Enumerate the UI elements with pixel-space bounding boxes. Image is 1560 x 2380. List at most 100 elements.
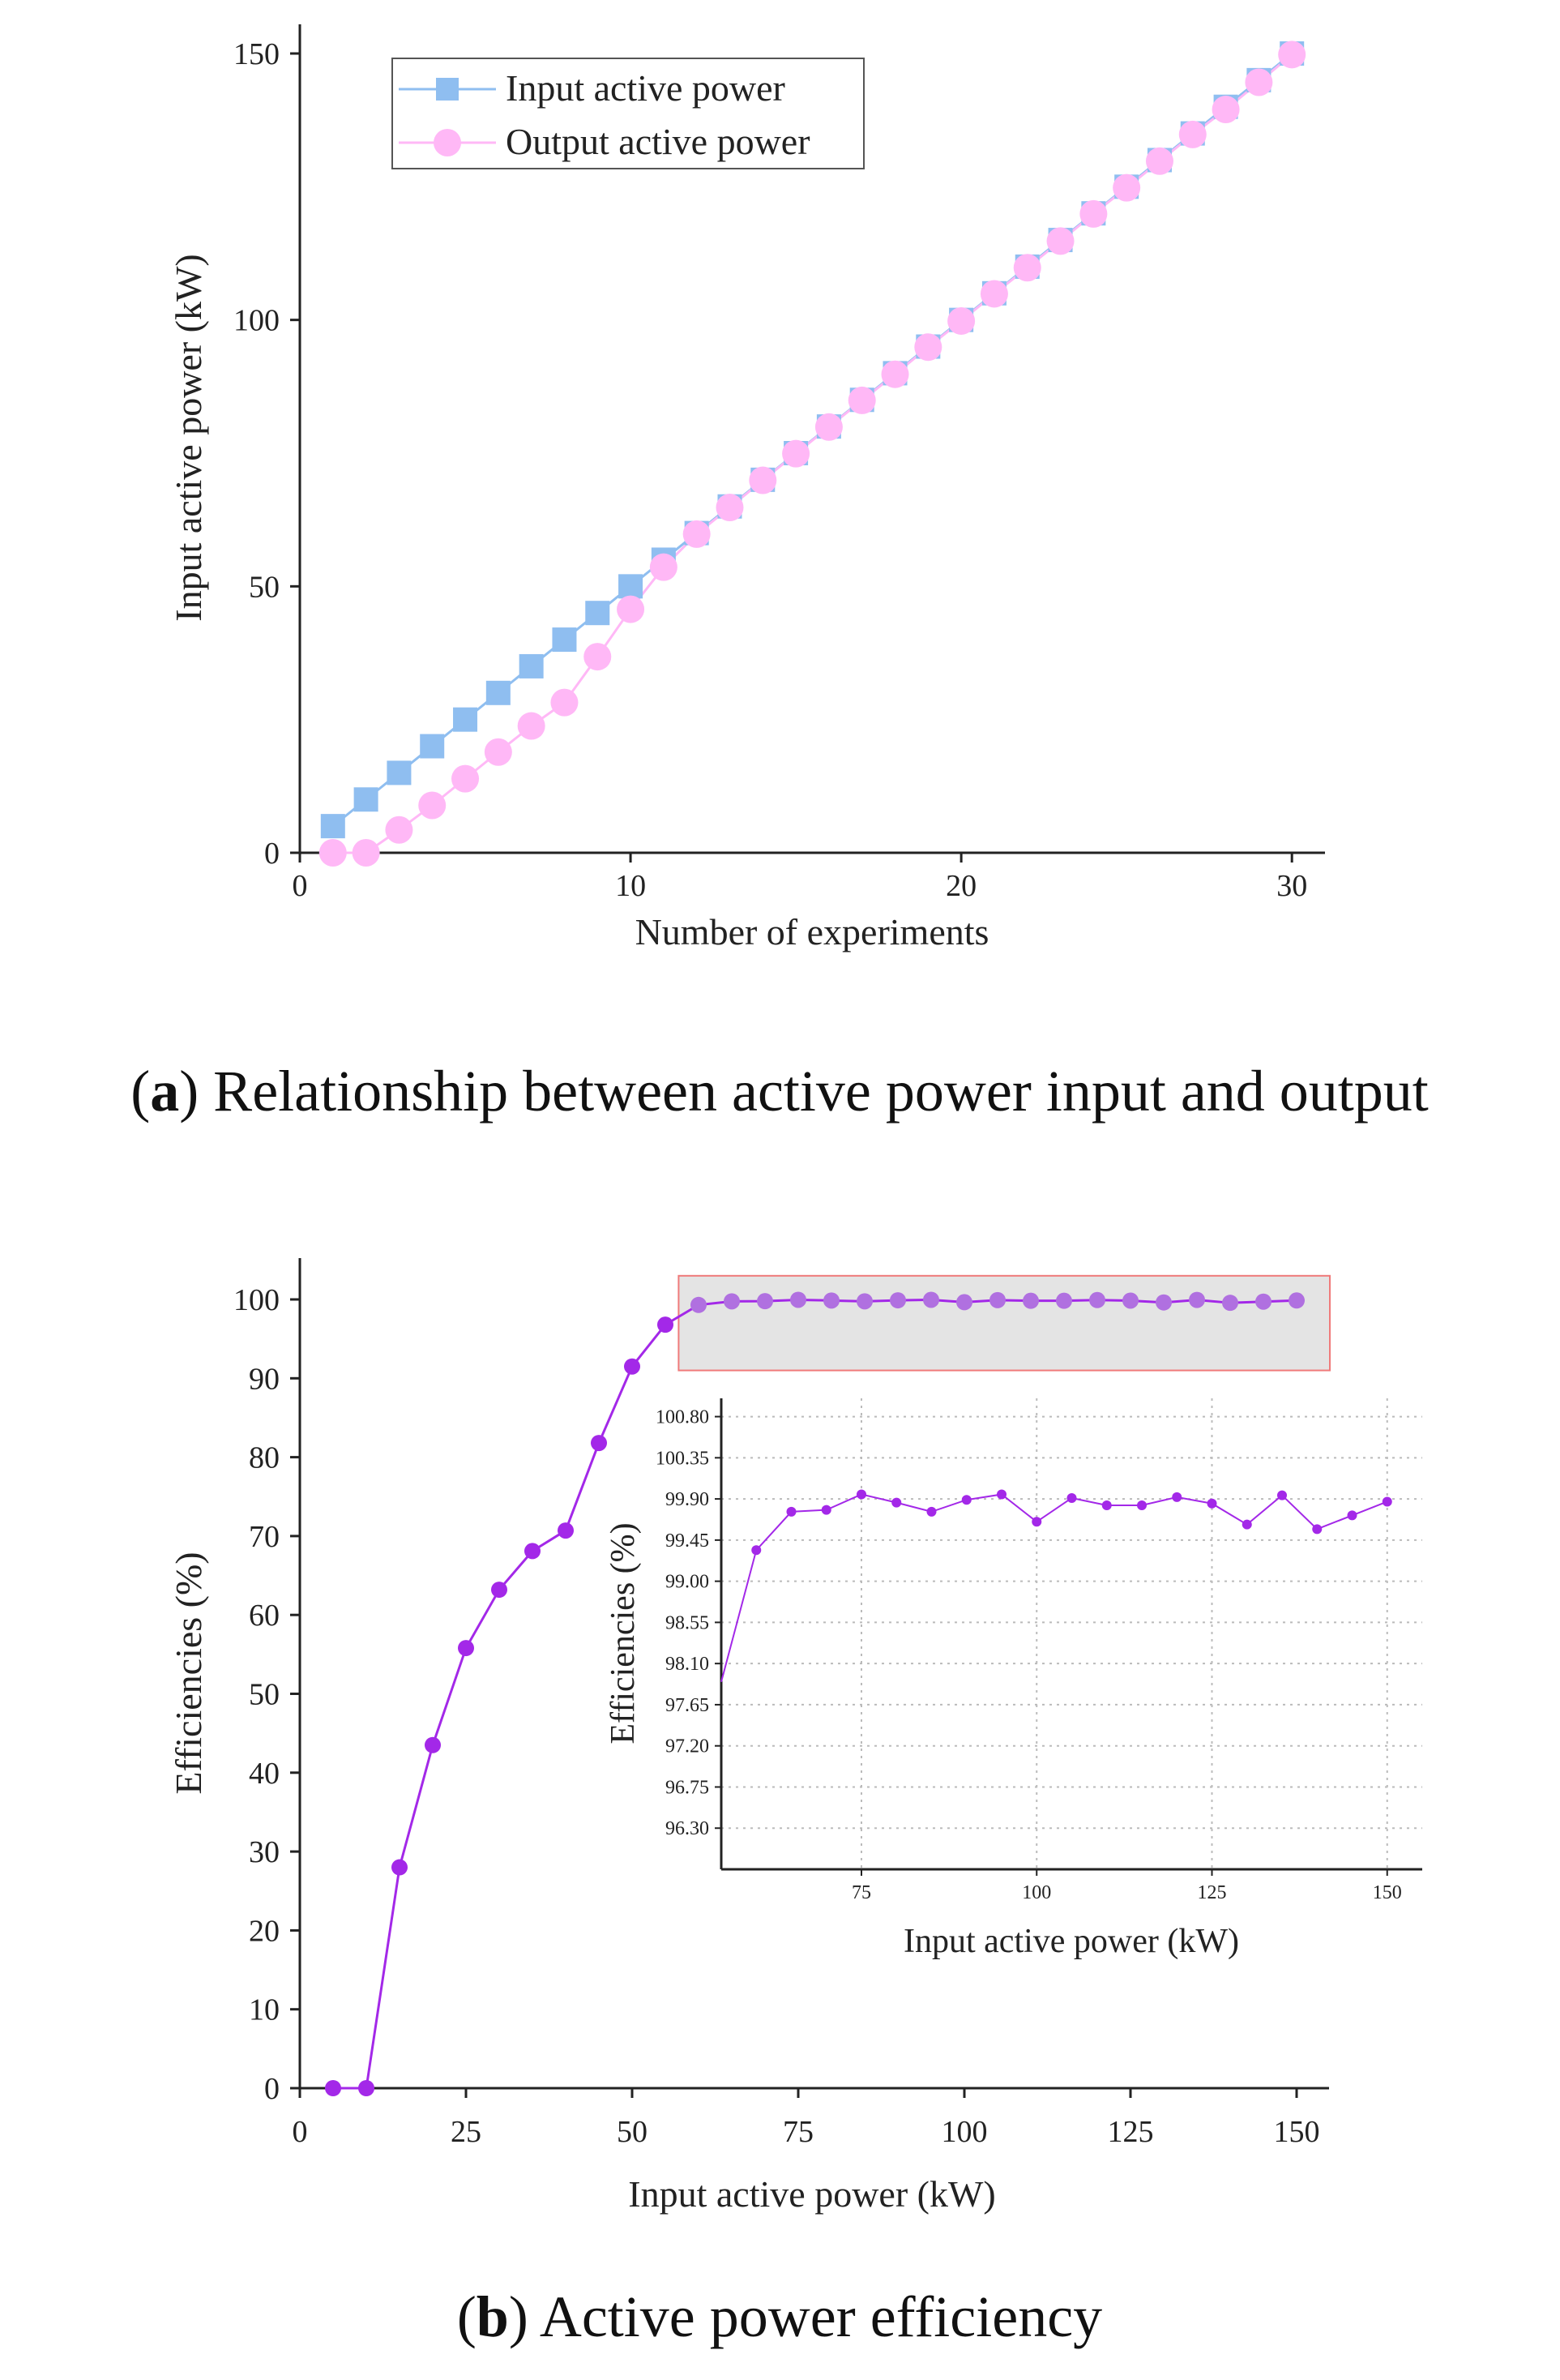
chart-inset-x-ticks: 75 100 125 150 [852, 1869, 1402, 1903]
chart-b-point [757, 1293, 773, 1310]
chart-b-point [923, 1291, 939, 1308]
chart-a-output-point [914, 333, 942, 362]
chart-b-y-axis-title: Efficiencies (%) [168, 1552, 209, 1794]
chart-a-y-axis-title: Input active power (kW) [168, 254, 209, 621]
chart-inset-y-tick-label: 100.80 [656, 1407, 709, 1428]
chart-inset-y-tick-label: 96.30 [665, 1818, 709, 1839]
chart-b-point [890, 1292, 906, 1309]
chart-b-point [989, 1291, 1006, 1308]
chart-b-point [1255, 1293, 1272, 1310]
chart-b-point [1289, 1292, 1305, 1309]
chart-b-y-ticks: 0 10 20 30 40 50 60 70 80 90 100 [233, 1283, 300, 2106]
chart-b-point [458, 1640, 474, 1657]
chart-inset-point [1207, 1498, 1217, 1509]
chart-a-output-point [980, 280, 1008, 308]
chart-inset-point [1032, 1517, 1042, 1527]
chart-a-series-line-output [332, 54, 1293, 854]
chart-a-output-point [1245, 68, 1273, 96]
chart-a-y-tick-label: 50 [249, 570, 280, 604]
chart-inset-series-line [720, 1493, 1388, 1682]
chart-inset-x-tick-label: 75 [852, 1882, 871, 1903]
chart-a-output-point [451, 764, 480, 793]
chart-b-point [1189, 1291, 1205, 1308]
chart-b-series [325, 1291, 1305, 2096]
legend-output-label: Output active power [506, 121, 810, 162]
chart-b-y-tick-label: 0 [264, 2072, 280, 2106]
chart-a-x-tick-label: 10 [615, 869, 646, 903]
caption-b-text: ) Active power efficiency [509, 2284, 1102, 2349]
chart-a-output-point [352, 839, 380, 867]
legend-input-label: Input active power [506, 67, 785, 109]
chart-b-x-tick-label: 75 [783, 2115, 814, 2149]
chart-inset-point [786, 1506, 797, 1517]
chart-b-point [690, 1296, 707, 1313]
caption-b: (b) Active power efficiency [457, 2284, 1102, 2349]
chart-b-point [823, 1292, 840, 1309]
chart-a-output-point [1178, 120, 1207, 148]
chart-b-point [1222, 1295, 1238, 1312]
caption-a: (a) Relationship between active power in… [130, 1059, 1429, 1124]
chart-a-output-point [617, 595, 645, 623]
chart-b-x-tick-label: 150 [1274, 2115, 1320, 2149]
chart-a-legend: Input active power Output active power [391, 58, 865, 169]
chart-inset-y-tick-label: 99.00 [665, 1572, 709, 1593]
chart-b-y-tick-label: 80 [249, 1441, 280, 1475]
chart-inset-y-ticks: 96.30 96.75 97.20 97.65 98.10 98.55 99.00 99.45… [656, 1407, 721, 1839]
chart-b-point [491, 1582, 507, 1599]
chart-inset-point [997, 1489, 1007, 1500]
chart-a-output-point [385, 815, 413, 844]
chart-b-point [1056, 1292, 1072, 1309]
chart-a-output-point [1013, 254, 1041, 282]
chart-inset-y-tick-label: 97.65 [665, 1695, 709, 1716]
chart-a-output-point [649, 553, 677, 581]
chart-b-point [624, 1358, 640, 1375]
chart-a-x-tick-label: 0 [293, 869, 308, 903]
chart-a-output-point [418, 791, 447, 820]
chart-b-point [524, 1543, 541, 1560]
chart-inset-point [1347, 1510, 1357, 1521]
chart-a-output-point [1079, 199, 1108, 228]
chart-inset-point [926, 1506, 937, 1517]
chart-a-output-point [484, 738, 512, 766]
chart-a-output-point [947, 306, 976, 335]
chart-a-output-point [749, 466, 777, 494]
chart-inset-y-tick-label: 98.10 [665, 1654, 709, 1675]
chart-inset-point [961, 1495, 972, 1505]
chart-b-x-tick-label: 25 [451, 2115, 481, 2149]
chart-a-y-tick-label: 150 [233, 37, 280, 71]
chart-b-point [1023, 1292, 1039, 1309]
chart-a-series [318, 41, 1306, 867]
chart-a-output-point [782, 439, 810, 468]
chart-inset-point [1242, 1519, 1252, 1530]
chart-a-output-point [550, 688, 579, 717]
chart-b-point [724, 1293, 740, 1310]
chart-a-input-point [387, 760, 412, 785]
chart-inset-y-tick-label: 99.90 [665, 1489, 709, 1510]
caption-a-label: a [150, 1059, 179, 1124]
chart-a-output-point [517, 712, 545, 740]
chart-inset-y-tick-label: 99.45 [665, 1530, 709, 1552]
chart-b-highlight-box [677, 1274, 1331, 1372]
chart-a-output-point [1212, 96, 1240, 124]
chart-b-point [1089, 1291, 1105, 1308]
chart-a-input-point [320, 814, 345, 839]
chart-a-y-tick-label: 100 [233, 304, 280, 338]
chart-b-y-tick-label: 100 [233, 1283, 280, 1317]
chart-inset-point [751, 1545, 762, 1556]
chart-inset-series [720, 1489, 1392, 1682]
chart-b-point [790, 1291, 806, 1308]
chart-inset-point [1066, 1492, 1077, 1503]
chart-inset-grid [721, 1398, 1422, 1869]
chart-b-x-axis-title: Input active power (kW) [628, 2173, 995, 2215]
chart-a-x-tick-label: 30 [1276, 869, 1307, 903]
chart-b-point [358, 2080, 374, 2096]
chart-b-x-tick-label: 100 [942, 2115, 988, 2149]
caption-a-text: ) Relationship between active power inpu… [179, 1059, 1429, 1124]
chart-b: 0 25 50 75 100 125 150 0102030405060708090100 … [168, 1258, 1331, 2215]
chart-a-input-point [353, 787, 378, 812]
chart-b-point [857, 1293, 873, 1310]
chart-inset-y-tick-label: 96.75 [665, 1777, 709, 1798]
chart-inset-point [1382, 1496, 1392, 1507]
